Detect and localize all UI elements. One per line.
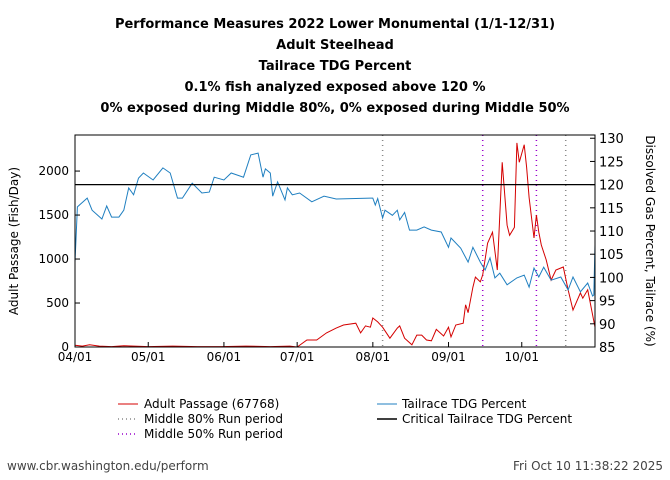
legend-label-tdg: Tailrace TDG Percent: [401, 397, 527, 411]
y2-axis-label: Dissolved Gas Percent, Tailrace (%): [643, 135, 657, 346]
footer-url[interactable]: www.cbr.washington.edu/perform: [7, 459, 209, 473]
x-tick-label: 04/01: [58, 350, 93, 364]
chart-title: Performance Measures 2022 Lower Monument…: [100, 17, 569, 116]
y2-tick-label: 115: [599, 202, 624, 217]
adult-passage-line: [74, 142, 596, 348]
x-tick-label: 06/01: [207, 350, 242, 364]
y2-tick-label: 105: [599, 248, 624, 263]
x-tick-label: 08/01: [356, 350, 391, 364]
title-line-3: Tailrace TDG Percent: [259, 59, 412, 74]
y2-tick-label: 110: [599, 225, 624, 240]
footer-timestamp: Fri Oct 10 11:38:22 2025: [513, 459, 663, 473]
y2-tick-label: 100: [599, 271, 624, 286]
x-tick-label: 07/01: [280, 350, 315, 364]
title-line-4: 0.1% fish analyzed exposed above 120 %: [184, 80, 485, 95]
y-tick-label: 2000: [38, 164, 69, 178]
y-tick-label: 500: [46, 296, 69, 310]
x-tick-label: 09/01: [431, 350, 466, 364]
y2-tick-label: 90: [599, 318, 616, 333]
legend: Adult Passage (67768) Tailrace TDG Perce…: [118, 397, 572, 441]
y2-tick-label: 95: [599, 295, 616, 310]
y-tick-label: 1500: [38, 208, 69, 222]
legend-label-mid80: Middle 80% Run period: [144, 412, 283, 426]
tailrace-tdg-line: [74, 152, 596, 297]
plot-area: 04/01 05/01 06/01 07/01 08/01 09/01 10/01 0 500 1…: [38, 132, 623, 364]
y2-tick-label: 125: [599, 155, 624, 170]
y-tick-label: 0: [61, 340, 69, 354]
legend-label-critical: Critical Tailrace TDG Percent: [402, 412, 572, 426]
x-tick-label: 05/01: [131, 350, 166, 364]
x-tick-label: 10/01: [504, 350, 539, 364]
plot-frame: [74, 134, 596, 348]
title-line-1: Performance Measures 2022 Lower Monument…: [115, 17, 555, 32]
y-axis-label: Adult Passage (Fish/Day): [7, 167, 21, 315]
title-line-5: 0% exposed during Middle 80%, 0% exposed…: [100, 101, 569, 116]
title-line-2: Adult Steelhead: [276, 38, 394, 53]
y2-tick-label: 130: [599, 132, 624, 147]
legend-label-passage: Adult Passage (67768): [144, 397, 279, 411]
y-tick-label: 1000: [38, 252, 69, 266]
y2-tick-label: 85: [599, 341, 616, 356]
legend-label-mid50: Middle 50% Run period: [144, 427, 283, 441]
y2-tick-label: 120: [599, 179, 624, 194]
